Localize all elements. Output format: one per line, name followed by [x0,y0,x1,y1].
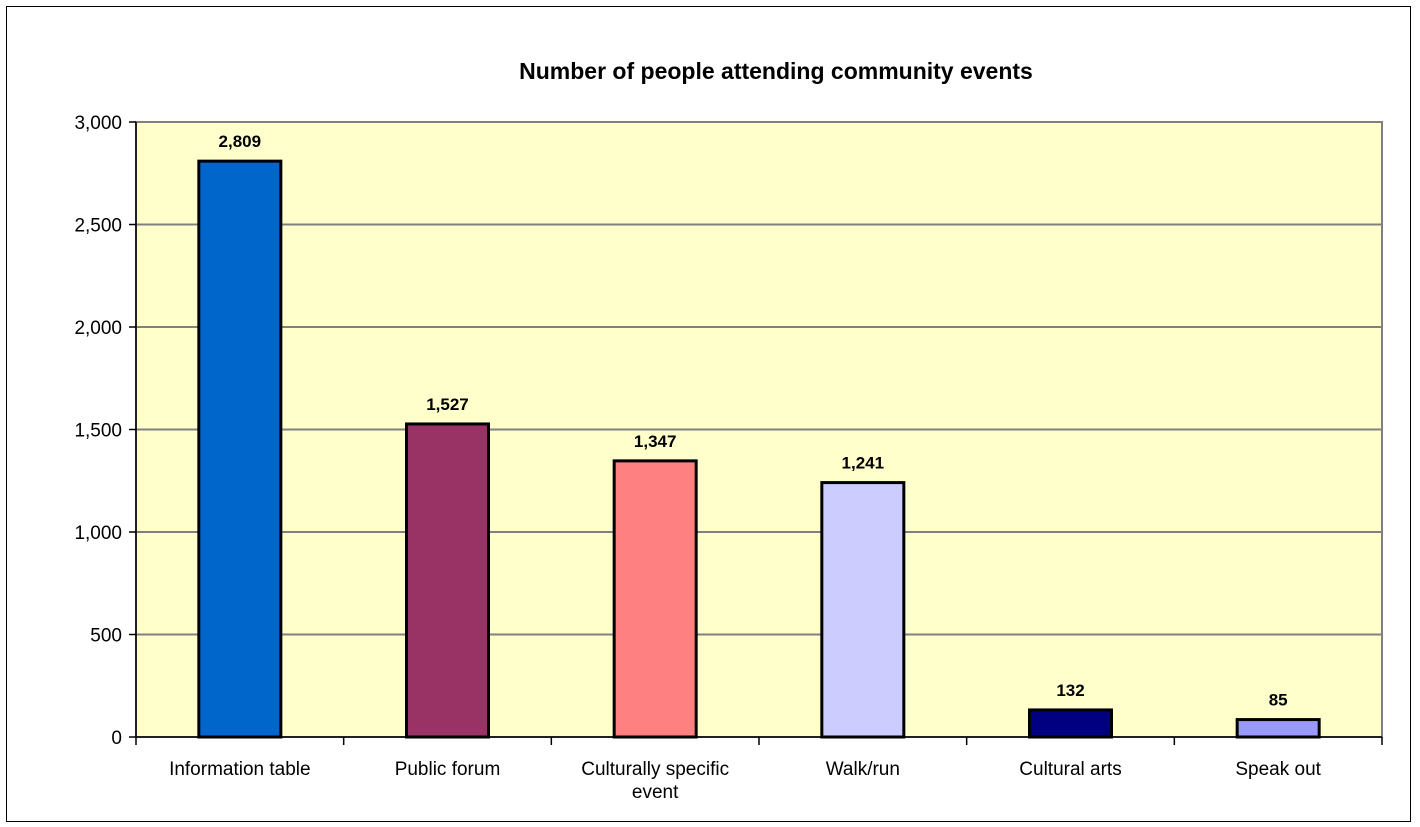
plot-area: 0 500 1,000 1,500 2,000 2,500 3,000 2,809 Inform… [74,113,1383,803]
category-label: Speak out [1235,759,1321,780]
bar [1028,708,1113,739]
data-label: 1,527 [426,395,469,414]
y-tick-label: 1,500 [74,421,122,442]
data-label: 2,809 [219,132,262,151]
category-label: Culturally specific [581,759,729,780]
bar [820,481,906,739]
category-label: Public forum [395,759,501,780]
y-tick-label: 500 [90,626,122,647]
data-label: 1,241 [842,454,885,473]
bar [612,459,698,739]
category-label: Walk/run [826,759,900,780]
y-tick-label: 1,000 [74,523,122,544]
category-label: event [632,782,679,803]
y-tick-label: 0 [111,728,122,749]
data-label: 1,347 [634,432,677,451]
y-tick-label: 3,000 [74,113,122,134]
chart-title: Number of people attending community eve… [519,58,1033,84]
category-label: Information table [169,759,311,780]
data-label: 132 [1056,681,1084,700]
data-label: 85 [1269,691,1288,710]
bar [1235,718,1321,739]
category-label: Cultural arts [1019,759,1121,780]
bar [197,159,283,739]
y-tick-label: 2,500 [74,216,122,237]
y-tick-label: 2,000 [74,318,122,339]
bar [405,422,490,739]
